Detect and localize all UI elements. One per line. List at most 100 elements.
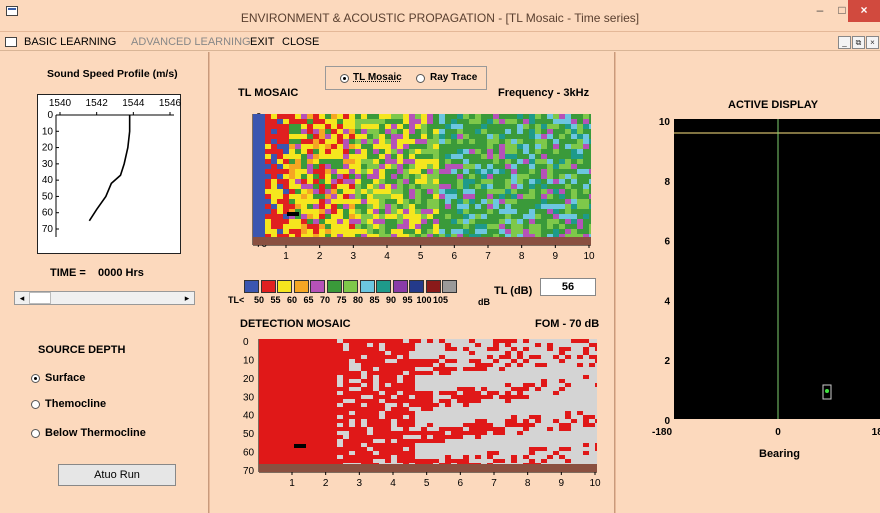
detection-cell	[295, 343, 301, 347]
detection-cell	[517, 355, 523, 359]
detection-cell	[397, 339, 403, 343]
tl-cell	[427, 234, 433, 239]
detection-cell	[379, 387, 385, 391]
tl-cell	[427, 169, 433, 174]
close-button[interactable]: ×	[848, 0, 880, 22]
detection-cell	[421, 395, 427, 399]
detection-cell	[301, 343, 307, 347]
tl-cell	[397, 209, 403, 214]
det-x-tick-label: 4	[390, 478, 396, 489]
tl-x-tick-label: 2	[317, 251, 323, 262]
detection-cell	[355, 455, 361, 459]
document-icon[interactable]	[5, 37, 17, 47]
tl-cell	[457, 224, 463, 229]
radio-surface-label[interactable]: Surface	[45, 372, 86, 384]
detection-cell	[409, 415, 415, 419]
tl-cell	[493, 114, 499, 119]
tl-cell	[271, 229, 277, 234]
mdi-minimize-button[interactable]: _	[838, 36, 851, 49]
menu-exit[interactable]: EXIT	[250, 36, 275, 48]
mdi-close-button[interactable]: ×	[866, 36, 879, 49]
menu-basic-learning[interactable]: BASIC LEARNING	[24, 36, 117, 48]
detection-cell	[565, 423, 571, 427]
radio-ray-trace[interactable]	[416, 74, 425, 83]
tl-cell	[505, 194, 511, 199]
detection-cell	[319, 399, 325, 403]
detection-cell	[289, 383, 295, 387]
detection-cell	[295, 455, 301, 459]
tl-cell	[283, 149, 289, 154]
detection-cell	[307, 363, 313, 367]
time-scrollbar[interactable]: ◂ ▸	[14, 291, 195, 305]
detection-cell	[427, 339, 433, 343]
tl-cell	[487, 194, 493, 199]
detection-cell	[313, 411, 319, 415]
panel-divider	[208, 52, 210, 513]
menu-close[interactable]: CLOSE	[282, 36, 320, 48]
radio-thermocline[interactable]	[31, 400, 40, 409]
ssp-x-tick-label: 1544	[122, 98, 145, 109]
tl-value-field[interactable]: 56	[540, 278, 596, 296]
tl-cell	[343, 229, 349, 234]
detection-cell	[343, 391, 349, 395]
minimize-button[interactable]: –	[816, 3, 824, 17]
det-x-tick-label: 2	[323, 478, 329, 489]
tl-cell	[289, 149, 295, 154]
tl-cell	[493, 169, 499, 174]
tl-cell	[295, 234, 301, 239]
tl-cell	[565, 169, 571, 174]
radio-below-thermocline-label[interactable]: Below Thermocline	[45, 427, 146, 439]
mdi-restore-button[interactable]: ⧉	[852, 36, 865, 49]
radio-tl-mosaic[interactable]	[340, 74, 349, 83]
tl-cell	[547, 199, 553, 204]
detection-cell	[367, 455, 373, 459]
tl-cell	[493, 119, 499, 124]
tl-cell	[487, 129, 493, 134]
radio-tl-mosaic-label[interactable]: TL Mosaic	[353, 72, 402, 83]
tl-cell	[511, 214, 517, 219]
tl-cell	[571, 139, 577, 144]
maximize-button[interactable]: □	[838, 3, 846, 17]
detection-cell	[481, 367, 487, 371]
tl-cell	[421, 129, 427, 134]
tl-cell	[427, 184, 433, 189]
tl-cell	[295, 159, 301, 164]
scroll-right-icon[interactable]: ▸	[180, 292, 194, 304]
tl-cell	[505, 134, 511, 139]
detection-cell	[595, 383, 597, 387]
title-bar[interactable]: ENVIRONMENT & ACOUSTIC PROPAGATION - [TL…	[0, 0, 880, 32]
app-icon[interactable]	[6, 6, 18, 16]
tl-cell	[337, 119, 343, 124]
tl-cell	[385, 139, 391, 144]
tl-cell	[517, 184, 523, 189]
tl-cell	[259, 194, 265, 199]
tl-cell	[505, 219, 511, 224]
active-display-screen[interactable]	[674, 119, 880, 419]
tl-cell	[367, 139, 373, 144]
scroll-thumb[interactable]	[29, 292, 51, 304]
radio-thermocline-label[interactable]: Themocline	[45, 398, 107, 410]
detection-cell	[271, 407, 277, 411]
tl-cell	[271, 144, 277, 149]
detection-cell	[355, 431, 361, 435]
tl-cell	[409, 119, 415, 124]
tl-cell	[271, 169, 277, 174]
tl-cell	[475, 229, 481, 234]
radio-ray-trace-label[interactable]: Ray Trace	[430, 72, 478, 83]
radio-below-thermocline[interactable]	[31, 429, 40, 438]
tl-cell	[397, 199, 403, 204]
tl-cell	[475, 154, 481, 159]
auto-run-button[interactable]: Atuo Run	[58, 464, 176, 486]
detection-cell	[391, 387, 397, 391]
detection-cell	[559, 379, 565, 383]
detection-cell	[409, 447, 415, 451]
tl-cell	[337, 234, 343, 239]
detection-cell	[367, 363, 373, 367]
detection-cell	[265, 399, 271, 403]
detection-cell	[265, 431, 271, 435]
detection-cell	[331, 443, 337, 447]
scroll-left-icon[interactable]: ◂	[15, 292, 29, 304]
legend-swatch	[310, 280, 325, 293]
radio-surface[interactable]	[31, 374, 40, 383]
detection-cell	[397, 383, 403, 387]
